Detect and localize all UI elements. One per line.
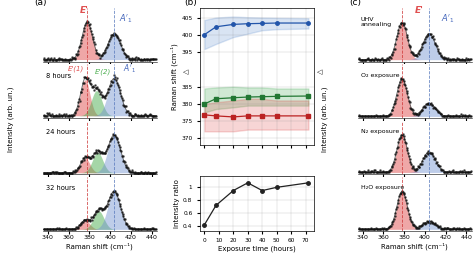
Text: 8 hours: 8 hours bbox=[46, 73, 71, 79]
Text: E'(1): E'(1) bbox=[68, 66, 84, 72]
Text: Intensity (arb. un.): Intensity (arb. un.) bbox=[321, 86, 328, 152]
Text: N₂ exposure: N₂ exposure bbox=[361, 129, 399, 134]
Y-axis label: Intensity ratio: Intensity ratio bbox=[174, 179, 180, 228]
Y-axis label: Raman shift (cm⁻¹): Raman shift (cm⁻¹) bbox=[171, 43, 178, 110]
Text: UHV
annealing: UHV annealing bbox=[361, 16, 392, 27]
Text: ◁: ◁ bbox=[183, 69, 189, 76]
Text: Intensity (arb. un.): Intensity (arb. un.) bbox=[7, 86, 14, 152]
Text: O₂ exposure: O₂ exposure bbox=[361, 73, 400, 78]
Text: $A'_1$: $A'_1$ bbox=[122, 63, 136, 75]
Text: E': E' bbox=[80, 6, 89, 15]
X-axis label: Raman shift (cm⁻¹): Raman shift (cm⁻¹) bbox=[381, 242, 448, 250]
Text: (a): (a) bbox=[35, 0, 47, 7]
Text: E': E' bbox=[415, 6, 423, 15]
Text: H₂O exposure: H₂O exposure bbox=[361, 186, 404, 191]
Text: 32 hours: 32 hours bbox=[46, 186, 75, 192]
Text: ◁: ◁ bbox=[317, 69, 322, 76]
Text: (c): (c) bbox=[349, 0, 362, 7]
Text: 24 hours: 24 hours bbox=[46, 129, 75, 135]
Text: E'(2): E'(2) bbox=[95, 69, 111, 76]
Text: $A'_1$: $A'_1$ bbox=[441, 13, 455, 25]
Text: $A'_1$: $A'_1$ bbox=[119, 13, 133, 25]
X-axis label: Exposure time (hours): Exposure time (hours) bbox=[218, 246, 296, 253]
Text: (b): (b) bbox=[184, 0, 197, 7]
X-axis label: Raman shift (cm⁻¹): Raman shift (cm⁻¹) bbox=[66, 242, 133, 250]
